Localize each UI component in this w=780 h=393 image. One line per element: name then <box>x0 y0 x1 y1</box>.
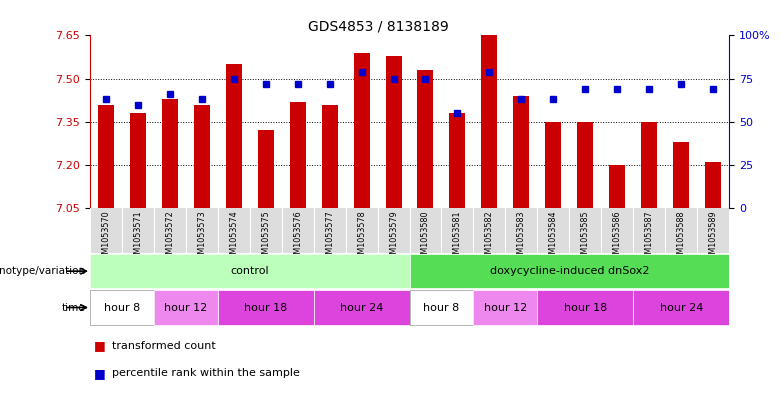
Text: hour 24: hour 24 <box>660 303 703 312</box>
Bar <box>410 254 729 288</box>
Text: percentile rank within the sample: percentile rank within the sample <box>112 368 300 378</box>
Bar <box>257 130 274 208</box>
Bar <box>641 122 658 208</box>
Text: hour 12: hour 12 <box>164 303 207 312</box>
Bar <box>154 290 218 325</box>
Bar <box>417 70 434 208</box>
Text: hour 24: hour 24 <box>340 303 383 312</box>
Bar <box>473 290 537 325</box>
Text: GSM1053581: GSM1053581 <box>453 211 462 264</box>
Text: GSM1053575: GSM1053575 <box>261 211 270 264</box>
Text: GSM1053579: GSM1053579 <box>389 211 398 264</box>
Text: ■: ■ <box>94 367 105 380</box>
Bar <box>705 162 722 208</box>
Text: time: time <box>62 303 86 312</box>
Bar <box>225 64 242 208</box>
Text: GDS4853 / 8138189: GDS4853 / 8138189 <box>308 20 448 34</box>
Bar <box>545 122 562 208</box>
Text: GSM1053574: GSM1053574 <box>229 211 238 264</box>
Bar <box>193 105 210 208</box>
Bar <box>314 290 410 325</box>
Text: hour 8: hour 8 <box>104 303 140 312</box>
Bar <box>537 290 633 325</box>
Text: GSM1053572: GSM1053572 <box>165 211 174 264</box>
Text: GSM1053584: GSM1053584 <box>549 211 558 264</box>
Bar <box>673 142 690 208</box>
Bar <box>481 35 498 208</box>
Text: transformed count: transformed count <box>112 341 215 351</box>
Text: GSM1053587: GSM1053587 <box>645 211 654 264</box>
Text: GSM1053588: GSM1053588 <box>677 211 686 264</box>
Bar <box>129 113 146 208</box>
Text: control: control <box>230 266 269 276</box>
Bar <box>609 165 626 208</box>
Text: genotype/variation: genotype/variation <box>0 266 86 276</box>
Text: GSM1053570: GSM1053570 <box>101 211 110 264</box>
Bar <box>321 105 338 208</box>
Bar <box>385 55 402 208</box>
Bar <box>449 113 466 208</box>
Bar <box>98 105 114 208</box>
Text: GSM1053585: GSM1053585 <box>581 211 590 264</box>
Bar <box>513 96 530 208</box>
Bar <box>353 53 370 208</box>
Text: GSM1053580: GSM1053580 <box>421 211 430 264</box>
Text: GSM1053576: GSM1053576 <box>293 211 302 264</box>
Text: GSM1053578: GSM1053578 <box>357 211 366 264</box>
Bar <box>410 290 473 325</box>
Text: GSM1053571: GSM1053571 <box>133 211 142 264</box>
Text: hour 18: hour 18 <box>244 303 287 312</box>
Bar <box>90 254 410 288</box>
Bar <box>218 290 314 325</box>
Bar <box>289 102 306 208</box>
Text: GSM1053573: GSM1053573 <box>197 211 206 264</box>
Text: GSM1053583: GSM1053583 <box>517 211 526 264</box>
Bar <box>161 99 178 208</box>
Text: hour 8: hour 8 <box>424 303 459 312</box>
Text: hour 12: hour 12 <box>484 303 527 312</box>
Text: hour 18: hour 18 <box>564 303 607 312</box>
Bar <box>633 290 729 325</box>
Text: GSM1053586: GSM1053586 <box>613 211 622 264</box>
Text: GSM1053577: GSM1053577 <box>325 211 334 264</box>
Bar <box>90 290 154 325</box>
Bar <box>577 122 594 208</box>
Text: GSM1053589: GSM1053589 <box>709 211 718 264</box>
Text: doxycycline-induced dnSox2: doxycycline-induced dnSox2 <box>490 266 649 276</box>
Text: GSM1053582: GSM1053582 <box>485 211 494 264</box>
Text: ■: ■ <box>94 339 105 353</box>
